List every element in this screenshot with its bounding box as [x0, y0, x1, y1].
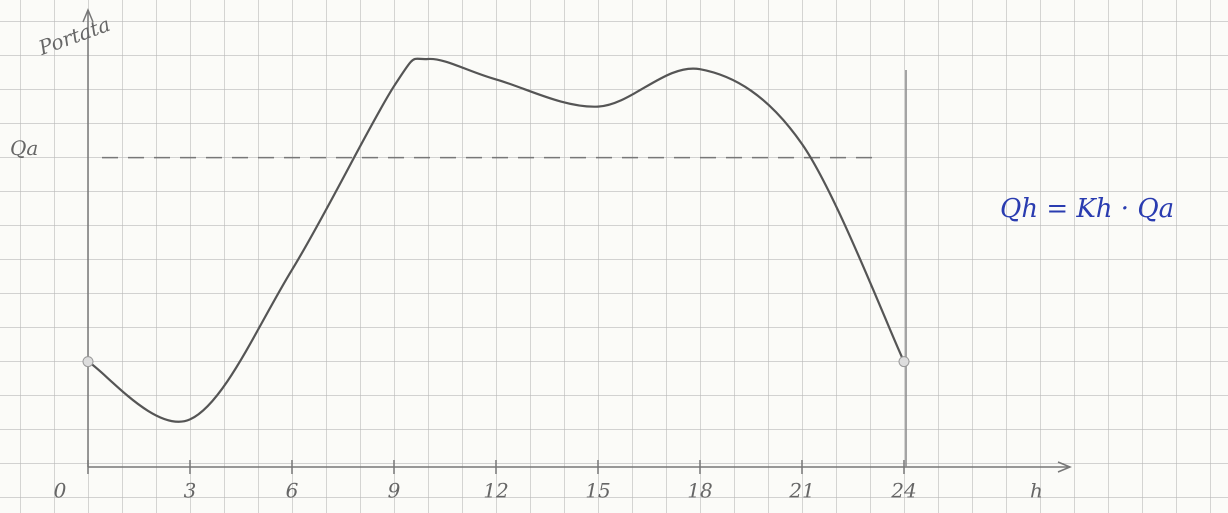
x-tick-label: 12 — [483, 479, 508, 503]
x-tick-label: 21 — [788, 479, 814, 503]
x-tick-label: 6 — [286, 479, 299, 503]
x-tick-label: 9 — [388, 479, 401, 503]
y-axis-arrow — [82, 8, 94, 23]
x-tick-label: 3 — [184, 479, 197, 503]
x-axis-arrow — [1057, 461, 1072, 473]
formula: Qh = Kh · Qa — [1000, 194, 1174, 224]
x-axis-label: h — [1030, 479, 1043, 503]
x-tick-label: 18 — [687, 479, 712, 503]
end-point — [82, 356, 94, 368]
x-tick-label: 15 — [585, 479, 610, 503]
end-point — [898, 356, 910, 368]
x-tick-label: 24 — [890, 479, 916, 503]
line — [87, 57, 905, 423]
x-tick-label: 0 — [54, 479, 67, 503]
reference-label: Qa — [10, 136, 38, 160]
